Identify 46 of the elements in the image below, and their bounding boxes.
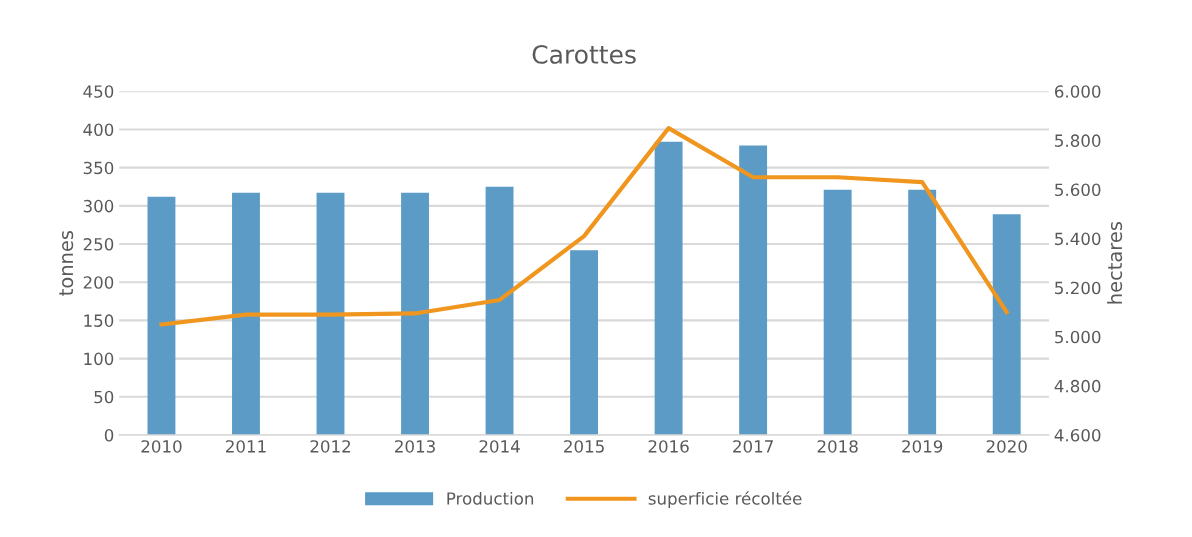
y-tick-label: 100 [84, 352, 114, 366]
x-tick-label: 2017 [733, 440, 773, 453]
y2-tick-label: 5.400 [1055, 232, 1101, 246]
bar [485, 186, 514, 435]
y2-tick-label: 4.800 [1054, 379, 1101, 393]
x-tick-label: 2014 [479, 440, 520, 453]
x-tick-label: 2012 [310, 440, 351, 453]
y-tick-label: 350 [83, 161, 114, 175]
y2-tick-label: 4.600 [1054, 428, 1101, 442]
y-tick-label: 250 [83, 238, 114, 251]
bar [570, 250, 599, 435]
line-series [159, 126, 1009, 327]
x-tick-label: 2010 [141, 440, 182, 453]
x-tick-label: 2011 [226, 440, 266, 453]
y-tick-label: 450 [83, 85, 114, 98]
y-axis-title: tonnes [59, 230, 74, 296]
y-tick-label: 150 [84, 314, 114, 327]
x-tick-label: 2016 [648, 440, 689, 453]
bar [147, 196, 176, 435]
y2-tick-label: 5.600 [1055, 183, 1101, 197]
y-tick-label: 300 [83, 199, 114, 213]
bar [232, 192, 260, 435]
y-tick-label: 400 [83, 123, 114, 137]
bar [654, 141, 683, 435]
x-tick-label: 2013 [395, 440, 435, 453]
chart-title: Carottes [532, 44, 636, 64]
x-tick-label: 2018 [817, 440, 858, 453]
x-tick-label: 2020 [986, 440, 1027, 453]
bar [908, 189, 937, 435]
y2-axis-title: hectares [1107, 222, 1123, 304]
x-tick-label: 2019 [902, 440, 943, 453]
y-tick-label: 0 [104, 428, 114, 442]
bar [316, 192, 345, 435]
y2-tick-label: 5.800 [1055, 134, 1101, 147]
y2-tick-label: 6.000 [1054, 85, 1101, 98]
y-tick-label: 50 [94, 390, 114, 404]
y2-tick-label: 5.000 [1055, 330, 1101, 344]
legend-label: superficie récoltée [648, 491, 802, 509]
y-tick-label: 200 [83, 276, 114, 289]
bar [823, 189, 852, 435]
legend-label: Production [447, 491, 534, 505]
bar [992, 214, 1021, 435]
x-tick-label: 2015 [564, 440, 604, 453]
bar [739, 145, 768, 435]
y2-tick-label: 5.200 [1055, 281, 1101, 295]
bar [401, 192, 429, 435]
